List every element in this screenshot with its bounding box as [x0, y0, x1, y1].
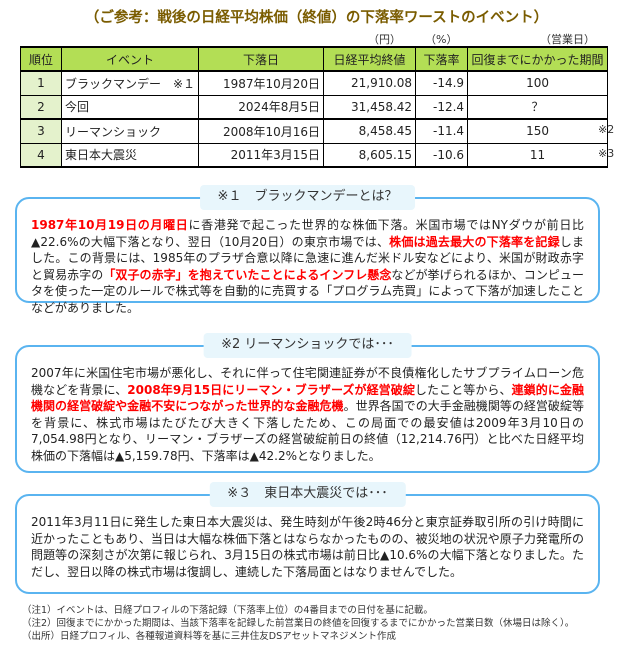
- rate-cell: -14.9: [415, 70, 469, 96]
- recovery-cell: 11: [467, 142, 609, 168]
- rank-cell: 4: [20, 142, 62, 168]
- earthquake-box: ※３ 東日本大震災では･･･ 2011年3月11日に発生した東日本大震災は、発生…: [15, 482, 600, 594]
- body-text: 。世界各国での大手金融機関等の経営破綻等を背景に、株式市場はたびたび大きく下落し…: [31, 399, 584, 463]
- event-cell: リーマンショック: [60, 118, 200, 144]
- table-row: 1 ブラックマンデー ※１ 1987年10月20日 21,910.08 -14.9 100: [20, 70, 609, 96]
- footnotes: （注1）イベントは、日経プロフィルの下落記録（下落率上位）の4番目までの日付を基…: [22, 604, 574, 643]
- event-cell: 東日本大震災: [60, 142, 200, 168]
- body-text: 2007年に米国住宅市場が悪化し、それに伴って住宅関連証券が不良債権化したサブプ…: [31, 366, 584, 397]
- page-title: （ご参考：戦後の日経平均株価（終値）の下落率ワーストのイベント）: [84, 10, 549, 26]
- table-row: 2 今回 2024年8月5日 31,458.42 -12.4？: [20, 94, 609, 120]
- note-mark-3: ※3: [598, 147, 615, 160]
- body-text: したこと等から、: [414, 382, 512, 397]
- unit-days: （営業日）: [540, 33, 595, 46]
- highlight-text: 2008年9月15日にリーマン・ブラザーズが経営破綻: [127, 382, 415, 397]
- highlight-text: 連鎖的に金融機関の経営破綻や金融不安につながった世界的な金融危機: [31, 382, 584, 414]
- header-close: 日経平均終値: [323, 46, 417, 72]
- recovery-cell: 150: [467, 118, 609, 144]
- rank-cell: 2: [20, 94, 62, 120]
- body-text: などが挙げられるほか、コンピュータを使った一定のルールで株式等を自動的に売買する…: [31, 267, 584, 315]
- close-cell: 8,458.45: [323, 118, 417, 144]
- recovery-cell: 100: [467, 70, 609, 96]
- footnote: （注2）回復までにかかった期間は、当該下落率を記録した前営業日の終値を回復するま…: [22, 618, 575, 629]
- header-date: 下落日: [198, 46, 325, 72]
- close-cell: 31,458.42: [323, 94, 417, 120]
- box-title: ※１ ブラックマンデーとは？: [199, 185, 416, 210]
- footnote: （注1）イベントは、日経プロフィルの下落記録（下落率上位）の4番目までの日付を基…: [22, 605, 433, 616]
- rate-cell: -12.4: [415, 94, 469, 120]
- rank-cell: 1: [20, 70, 62, 96]
- recovery-cell: ？: [467, 94, 609, 120]
- decline-table: 順位 イベント 下落日 日経平均終値 下落率 回復までにかかった期間 1 ブラック…: [20, 46, 609, 168]
- highlight-text: 「双子の赤字」を抱えていたことによるインフレ懸念: [103, 267, 392, 282]
- unit-yen: （円）: [368, 33, 401, 46]
- table-row: 3 リーマンショック 2008年10月16日 8,458.45 -11.4 150: [20, 118, 609, 144]
- black-monday-box: ※１ ブラックマンデーとは？ 1987年10月19日の月曜日に香港発で起こった世…: [15, 185, 600, 315]
- highlight-text: 1987年10月19日の月曜日: [31, 218, 189, 232]
- close-cell: 21,910.08: [323, 70, 417, 96]
- lehman-box: ※2 リーマンショックでは･･･ 2007年に米国住宅市場が悪化し、それに伴って…: [15, 333, 600, 473]
- box-text: 2011年3月11日に発生した東日本大震災は、発生時刻が午後2時46分と東京証券…: [31, 514, 584, 580]
- footnote: （出所）日経プロフィル、各種報道資料等を基に三井住友DSアセットマネジメント作成: [22, 631, 396, 642]
- unit-percent: （%）: [425, 33, 458, 46]
- table-row: 4 東日本大震災 2011年3月15日 8,605.15 -10.6 11: [20, 142, 609, 168]
- body-text: しました。この背景には、1985年のプラザ合意以降に急速に進んだ米ドル安などによ…: [31, 234, 584, 282]
- date-cell: 2024年8月5日: [198, 94, 325, 120]
- highlight-text: 株価は過去最大の下落率を記録: [389, 234, 560, 249]
- rate-cell: -11.4: [415, 118, 469, 144]
- date-cell: 1987年10月20日: [198, 70, 325, 96]
- rank-cell: 3: [20, 118, 62, 144]
- header-recovery: 回復までにかかった期間: [467, 46, 609, 72]
- header-event: イベント: [60, 46, 200, 72]
- date-cell: 2011年3月15日: [198, 142, 325, 168]
- box-title: ※2 リーマンショックでは･･･: [203, 333, 412, 358]
- rate-cell: -10.6: [415, 142, 469, 168]
- body-text: に香港発で起こった世界的な株価下落。米国市場ではNYダウが前日比▲22.6%の大…: [31, 218, 584, 249]
- box-text: 1987年10月19日の月曜日に香港発で起こった世界的な株価下落。米国市場ではN…: [31, 217, 584, 316]
- event-cell: ブラックマンデー ※１: [60, 70, 200, 96]
- body-text: 2011年3月11日に発生した東日本大震災は、発生時刻が午後2時46分と東京証券…: [31, 515, 584, 579]
- date-cell: 2008年10月16日: [198, 118, 325, 144]
- box-text: 2007年に米国住宅市場が悪化し、それに伴って住宅関連証券が不良債権化したサブプ…: [31, 365, 584, 464]
- header-rank: 順位: [20, 46, 62, 72]
- close-cell: 8,605.15: [323, 142, 417, 168]
- box-title: ※３ 東日本大震災では･･･: [209, 482, 406, 507]
- note-mark-2: ※2: [598, 123, 615, 136]
- header-rate: 下落率: [415, 46, 469, 72]
- event-cell: 今回: [60, 94, 200, 120]
